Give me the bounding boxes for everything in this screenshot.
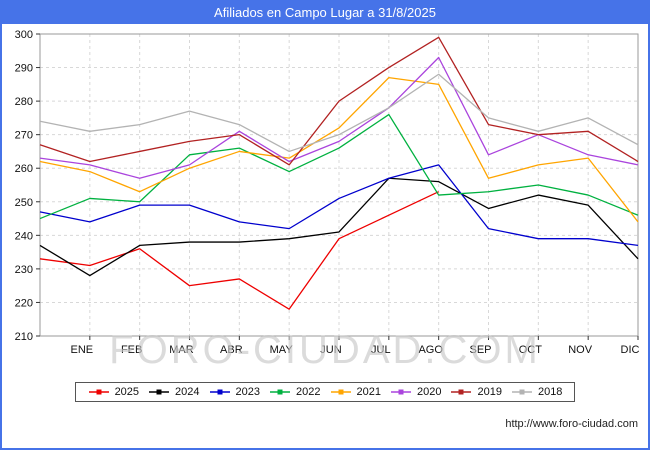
- chart-area: 210 220 230 240 250 260 270 280 290 300 ENE FEB MAR A…: [2, 24, 648, 370]
- legend-marker-icon: [390, 389, 411, 395]
- x-tick-label: JUL: [371, 344, 391, 356]
- x-tick-label: ABR: [220, 344, 243, 356]
- series-line-2024: [39, 177, 639, 277]
- series-line-2022: [39, 113, 639, 220]
- y-tick-label: 280: [15, 96, 33, 108]
- series-line-2023: [39, 164, 639, 247]
- y-tick-label: 260: [15, 163, 33, 175]
- legend-item-2020: 2020: [390, 386, 441, 398]
- x-tick-label: MAR: [169, 344, 194, 356]
- legend-marker-icon: [149, 389, 170, 395]
- y-tick-label: 290: [15, 63, 33, 75]
- legend-item-2021: 2021: [330, 386, 381, 398]
- legend-marker-icon: [511, 389, 532, 395]
- legend-label-2018: 2018: [537, 386, 563, 398]
- y-tick-label: 250: [15, 197, 33, 209]
- legend-label-2024: 2024: [175, 386, 200, 398]
- legend: 2025 2024 2023 2022 2021 2020 2019 2018: [74, 382, 576, 402]
- x-tick-label: AGO: [418, 344, 443, 356]
- y-tick-label: 240: [15, 230, 33, 242]
- series-line-2019: [39, 36, 639, 166]
- line-chart: 210 220 230 240 250 260 270 280 290 300 ENE FEB MAR A…: [15, 29, 640, 356]
- x-tick-label: JUN: [320, 344, 341, 356]
- legend-label-2020: 2020: [416, 386, 442, 398]
- y-tick-label: 270: [15, 130, 33, 142]
- legend-label-2019: 2019: [477, 386, 502, 398]
- x-tick-label: FEB: [121, 344, 142, 356]
- x-tick-label: OCT: [519, 344, 543, 356]
- legend-marker-icon: [330, 389, 351, 395]
- x-tick-label: SEP: [469, 344, 491, 356]
- series-line-2025: [39, 191, 439, 310]
- legend-marker-icon: [270, 389, 291, 395]
- series-line-2018: [39, 73, 639, 153]
- x-tick-label: DIC: [621, 344, 640, 356]
- legend-label-2022: 2022: [296, 386, 321, 398]
- y-tick-label: 220: [15, 297, 33, 309]
- legend-label-2021: 2021: [356, 386, 381, 398]
- legend-label-2025: 2025: [114, 386, 140, 398]
- page-title: Afiliados en Campo Lugar a 31/8/2025: [2, 2, 648, 24]
- footer-link[interactable]: http://www.foro-ciudad.com: [505, 418, 638, 430]
- x-tick-label: NOV: [568, 344, 593, 356]
- legend-label-2023: 2023: [235, 386, 261, 398]
- legend-item-2018: 2018: [511, 386, 562, 398]
- legend-item-2019: 2019: [450, 386, 502, 398]
- footer: http://www.foro-ciudad.com: [2, 418, 648, 430]
- legend-item-2022: 2022: [269, 386, 321, 398]
- y-tick-label: 210: [15, 331, 33, 343]
- series-line-2021: [39, 76, 639, 223]
- legend-marker-icon: [209, 389, 230, 395]
- y-tick-label: 230: [15, 264, 33, 276]
- legend-marker-icon: [88, 389, 109, 395]
- legend-item-2025: 2025: [88, 386, 139, 398]
- legend-item-2023: 2023: [209, 386, 260, 398]
- legend-item-2024: 2024: [148, 386, 200, 398]
- legend-marker-icon: [451, 389, 472, 395]
- y-tick-label: 300: [15, 29, 33, 41]
- x-tick-label: ENE: [71, 344, 94, 356]
- x-tick-label: MAY: [270, 344, 294, 356]
